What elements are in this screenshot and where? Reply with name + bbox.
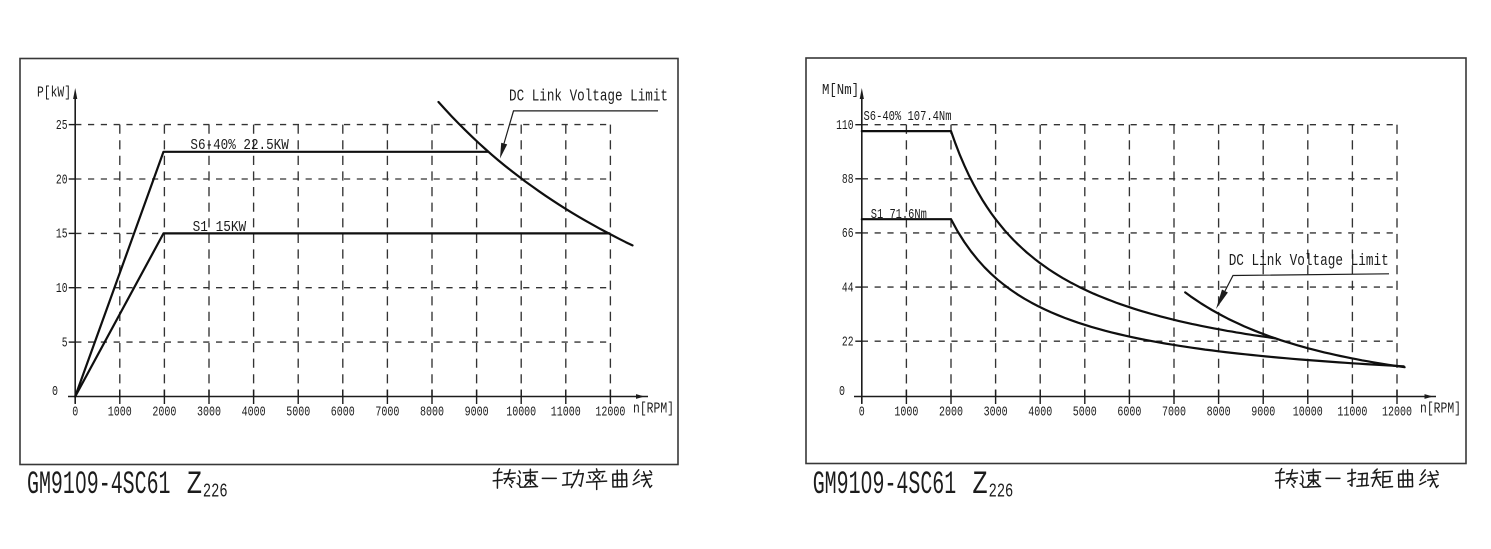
svg-text:10000: 10000 (506, 404, 536, 420)
svg-text:6000: 6000 (331, 404, 355, 420)
svg-text:2000: 2000 (939, 404, 963, 420)
svg-text:10000: 10000 (1293, 404, 1323, 420)
svg-text:4000: 4000 (242, 404, 266, 420)
svg-text:5000: 5000 (1073, 404, 1097, 420)
svg-text:5000: 5000 (286, 404, 310, 420)
svg-text:0: 0 (839, 385, 845, 400)
svg-text:11000: 11000 (1337, 404, 1367, 420)
svg-text:S6-40% 22.5KW: S6-40% 22.5KW (190, 137, 288, 154)
svg-text:0: 0 (52, 385, 58, 400)
svg-text:6000: 6000 (1117, 404, 1141, 420)
svg-text:25: 25 (56, 119, 68, 134)
svg-text:DC Link Voltage Limit: DC Link Voltage Limit (509, 87, 668, 106)
svg-text:66: 66 (842, 227, 854, 242)
svg-text:226: 226 (203, 481, 228, 503)
svg-text:12000: 12000 (1382, 404, 1412, 420)
svg-text:DC Link Voltage Limit: DC Link Voltage Limit (1229, 251, 1389, 270)
svg-text:15: 15 (56, 228, 68, 243)
svg-text:Z: Z (972, 466, 987, 503)
svg-text:3000: 3000 (197, 404, 221, 420)
svg-text:1000: 1000 (894, 404, 918, 420)
svg-text:44: 44 (842, 281, 854, 296)
svg-text:GM9109-4SC61: GM9109-4SC61 (813, 466, 957, 503)
svg-text:9000: 9000 (1251, 404, 1275, 420)
svg-text:Z: Z (187, 466, 202, 503)
svg-text:2000: 2000 (152, 404, 176, 420)
svg-text:20: 20 (56, 173, 68, 188)
svg-text:226: 226 (989, 481, 1014, 503)
svg-text:S1 15KW: S1 15KW (193, 219, 247, 236)
svg-text:3000: 3000 (984, 404, 1008, 420)
svg-text:S1 71.6Nm: S1 71.6Nm (871, 207, 927, 223)
svg-text:5: 5 (62, 336, 68, 351)
svg-text:110: 110 (836, 119, 853, 134)
svg-text:4000: 4000 (1028, 404, 1052, 420)
svg-text:9000: 9000 (465, 404, 489, 420)
svg-text:n[RPM]: n[RPM] (633, 402, 674, 418)
svg-text:12000: 12000 (595, 404, 625, 420)
svg-text:22: 22 (842, 335, 854, 350)
svg-text:M[Nm]: M[Nm] (822, 83, 859, 99)
svg-text:8000: 8000 (1207, 404, 1231, 420)
svg-text:11000: 11000 (551, 404, 581, 420)
svg-text:0: 0 (859, 404, 865, 420)
svg-text:7000: 7000 (1162, 404, 1186, 420)
svg-text:0: 0 (72, 404, 78, 420)
svg-text:10: 10 (56, 282, 68, 297)
svg-text:S6-40% 107.4Nm: S6-40% 107.4Nm (864, 109, 952, 125)
svg-text:GM9109-4SC61: GM9109-4SC61 (27, 466, 171, 503)
svg-text:7000: 7000 (375, 404, 399, 420)
svg-text:88: 88 (842, 173, 854, 188)
svg-text:n[RPM]: n[RPM] (1420, 402, 1461, 418)
svg-text:8000: 8000 (420, 404, 444, 420)
svg-text:1000: 1000 (108, 404, 132, 420)
svg-text:P[kW]: P[kW] (37, 86, 71, 102)
